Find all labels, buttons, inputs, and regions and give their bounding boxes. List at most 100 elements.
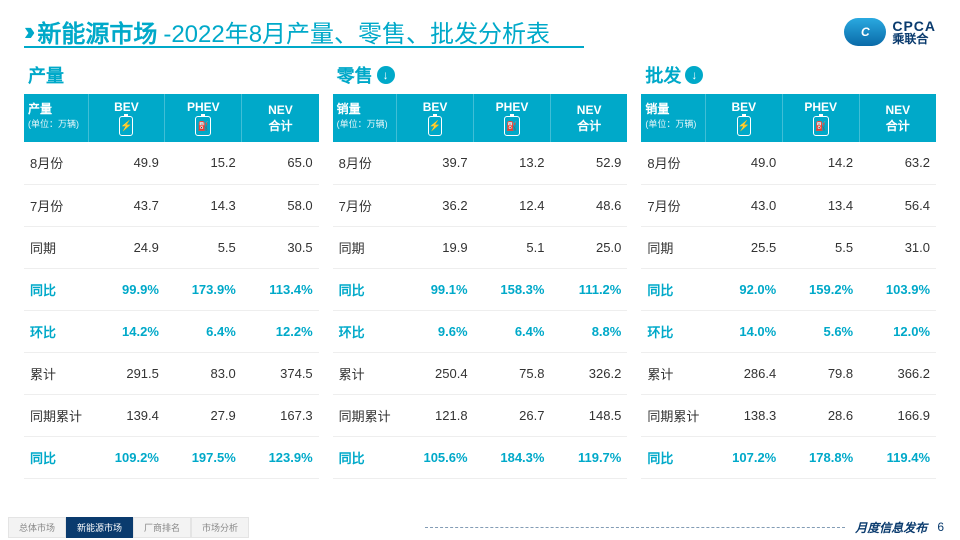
- footer-tab-0[interactable]: 总体市场: [8, 517, 66, 538]
- cell: 119.4%: [859, 436, 936, 478]
- cell: 184.3%: [474, 436, 551, 478]
- logo-cn: 乘联合: [892, 33, 936, 45]
- bev-icon: [428, 116, 442, 136]
- cell: 26.7: [474, 394, 551, 436]
- cell: 48.6: [550, 184, 627, 226]
- table-row: 8月份49.014.263.2: [641, 142, 936, 184]
- cell: 28.6: [782, 394, 859, 436]
- cell: 49.9: [88, 142, 165, 184]
- cell: 158.3%: [474, 268, 551, 310]
- cell: 43.7: [88, 184, 165, 226]
- cell: 92.0%: [705, 268, 782, 310]
- col-label: BEV: [423, 100, 448, 114]
- corner-header: 销量(单位：万辆): [641, 94, 705, 142]
- col-header-1: PHEV: [165, 94, 242, 142]
- col-label: NEV 合计: [268, 103, 293, 134]
- footer-tabs: 总体市场新能源市场厂商排名市场分析: [8, 517, 249, 538]
- panel-title-text: 零售: [337, 62, 373, 88]
- cell: 374.5: [242, 352, 319, 394]
- table-row: 同期19.95.125.0: [333, 226, 628, 268]
- footer-tab-3[interactable]: 市场分析: [191, 517, 249, 538]
- cell: 286.4: [705, 352, 782, 394]
- logo-badge-icon: C: [844, 18, 886, 46]
- table-row: 同比105.6%184.3%119.7%: [333, 436, 628, 478]
- phev-icon: [195, 116, 211, 136]
- col-label: PHEV: [187, 100, 220, 114]
- panel-title-text: 产量: [28, 62, 64, 88]
- cell: 12.2%: [242, 310, 319, 352]
- corner-header: 产量(单位：万辆): [24, 94, 88, 142]
- cell: 167.3: [242, 394, 319, 436]
- logo-en: CPCA: [892, 19, 936, 33]
- cell: 13.4: [782, 184, 859, 226]
- header: ›› 新能源市场 -2022年8月产量、零售、批发分析表 C CPCA 乘联合: [24, 14, 936, 49]
- row-label: 累计: [333, 352, 397, 394]
- row-label: 累计: [24, 352, 88, 394]
- col-header-0: BEV: [88, 94, 165, 142]
- bev-icon: [737, 116, 751, 136]
- footer-tab-1[interactable]: 新能源市场: [66, 517, 133, 538]
- table-row: 同期累计138.328.6166.9: [641, 394, 936, 436]
- table-row: 同期累计139.427.9167.3: [24, 394, 319, 436]
- panel-title-text: 批发: [645, 62, 681, 88]
- cell: 109.2%: [88, 436, 165, 478]
- cell: 123.9%: [242, 436, 319, 478]
- cell: 43.0: [705, 184, 782, 226]
- cell: 99.9%: [88, 268, 165, 310]
- row-label: 8月份: [24, 142, 88, 184]
- table-row: 累计291.583.0374.5: [24, 352, 319, 394]
- cell: 12.4: [474, 184, 551, 226]
- row-label: 累计: [641, 352, 705, 394]
- row-label: 8月份: [333, 142, 397, 184]
- col-header-2: NEV 合计: [550, 94, 627, 142]
- table-row: 7月份36.212.448.6: [333, 184, 628, 226]
- row-label: 同期累计: [641, 394, 705, 436]
- cell: 24.9: [88, 226, 165, 268]
- cell: 39.7: [397, 142, 474, 184]
- table-row: 7月份43.013.456.4: [641, 184, 936, 226]
- cell: 25.5: [705, 226, 782, 268]
- cell: 111.2%: [550, 268, 627, 310]
- row-label: 同比: [641, 268, 705, 310]
- page-number: 6: [937, 520, 944, 534]
- row-label: 7月份: [24, 184, 88, 226]
- logo: C CPCA 乘联合: [844, 18, 936, 46]
- row-label: 同比: [333, 436, 397, 478]
- cell: 79.8: [782, 352, 859, 394]
- table-row: 同比109.2%197.5%123.9%: [24, 436, 319, 478]
- row-label: 同期: [333, 226, 397, 268]
- cell: 58.0: [242, 184, 319, 226]
- panel-title: 批发↓: [645, 62, 936, 88]
- footer-tab-2[interactable]: 厂商排名: [133, 517, 191, 538]
- table-row: 累计250.475.8326.2: [333, 352, 628, 394]
- row-label: 同期累计: [24, 394, 88, 436]
- title-sub: -2022年8月产量、零售、批发分析表: [163, 14, 550, 49]
- col-label: NEV 合计: [885, 103, 910, 134]
- cell: 250.4: [397, 352, 474, 394]
- chevron-icon: ››: [24, 16, 29, 47]
- cell: 14.0%: [705, 310, 782, 352]
- cell: 107.2%: [705, 436, 782, 478]
- cell: 63.2: [859, 142, 936, 184]
- col-header-1: PHEV: [474, 94, 551, 142]
- data-table: 销量(单位：万辆)BEVPHEVNEV 合计8月份39.713.252.97月份…: [333, 94, 628, 479]
- row-label: 同期: [24, 226, 88, 268]
- col-header-2: NEV 合计: [242, 94, 319, 142]
- cell: 8.8%: [550, 310, 627, 352]
- table-row: 8月份39.713.252.9: [333, 142, 628, 184]
- cell: 49.0: [705, 142, 782, 184]
- table-row: 环比14.0%5.6%12.0%: [641, 310, 936, 352]
- row-label: 同比: [333, 268, 397, 310]
- panel-0: 产量产量(单位：万辆)BEVPHEVNEV 合计8月份49.915.265.07…: [24, 58, 319, 479]
- down-arrow-icon: ↓: [377, 66, 395, 84]
- table-row: 同期累计121.826.7148.5: [333, 394, 628, 436]
- cell: 6.4%: [474, 310, 551, 352]
- table-row: 环比14.2%6.4%12.2%: [24, 310, 319, 352]
- col-label: BEV: [114, 100, 139, 114]
- bev-icon: [119, 116, 133, 136]
- cell: 197.5%: [165, 436, 242, 478]
- cell: 113.4%: [242, 268, 319, 310]
- col-label: PHEV: [496, 100, 529, 114]
- row-label: 同期累计: [333, 394, 397, 436]
- table-row: 同比99.1%158.3%111.2%: [333, 268, 628, 310]
